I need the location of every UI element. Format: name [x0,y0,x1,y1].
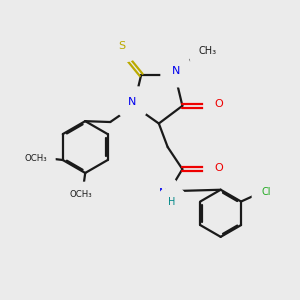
Text: CH₃: CH₃ [199,46,217,56]
Text: S: S [118,41,126,51]
Text: OCH₃: OCH₃ [24,154,47,163]
Text: H: H [168,197,176,207]
Text: N: N [158,188,167,198]
Text: OCH₃: OCH₃ [69,190,92,199]
Text: N: N [171,66,180,76]
Text: O: O [214,163,223,173]
Text: Cl: Cl [261,187,271,197]
Text: O: O [214,99,223,110]
Text: N: N [128,97,136,107]
